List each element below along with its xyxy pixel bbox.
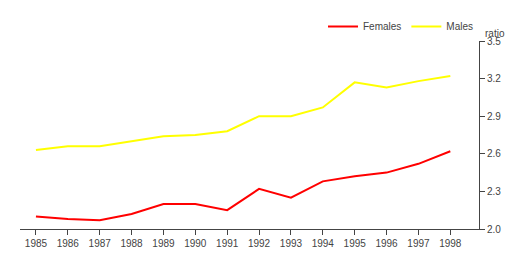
svg-text:1986: 1986 (57, 238, 80, 249)
svg-text:2.6: 2.6 (487, 148, 501, 159)
svg-text:ratio: ratio (485, 28, 505, 39)
svg-text:3.2: 3.2 (487, 73, 501, 84)
svg-text:1991: 1991 (216, 238, 239, 249)
svg-text:1989: 1989 (152, 238, 175, 249)
svg-text:1998: 1998 (439, 238, 462, 249)
svg-text:2.0: 2.0 (487, 224, 501, 235)
svg-text:2.9: 2.9 (487, 111, 501, 122)
svg-text:1997: 1997 (407, 238, 430, 249)
svg-text:1992: 1992 (248, 238, 271, 249)
svg-text:1988: 1988 (120, 238, 143, 249)
svg-text:3.5: 3.5 (487, 36, 501, 47)
svg-text:1993: 1993 (280, 238, 303, 249)
svg-text:2.3: 2.3 (487, 186, 501, 197)
svg-text:1996: 1996 (375, 238, 398, 249)
svg-text:1995: 1995 (344, 238, 367, 249)
svg-text:Females: Females (363, 21, 401, 32)
svg-text:1987: 1987 (89, 238, 112, 249)
svg-text:1994: 1994 (312, 238, 335, 249)
svg-text:Males: Males (446, 21, 473, 32)
svg-text:1990: 1990 (184, 238, 207, 249)
svg-text:1985: 1985 (25, 238, 48, 249)
